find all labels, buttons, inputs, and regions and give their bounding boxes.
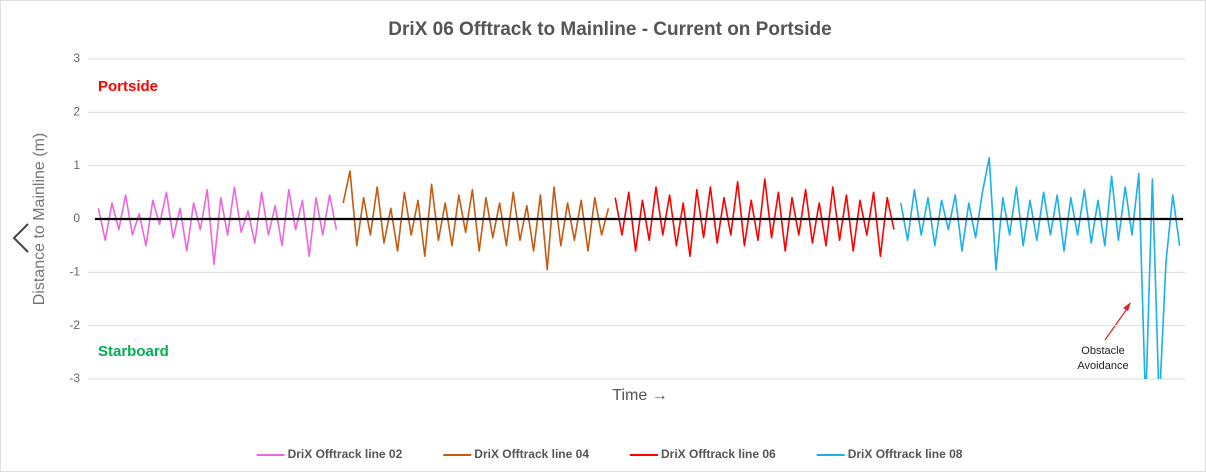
annotation: Obstacle Avoidance — [1077, 345, 1129, 372]
series-line — [342, 170, 610, 271]
y-tick-label: 0 — [73, 211, 80, 225]
annotation-arrow — [1104, 305, 1130, 341]
series-line — [614, 178, 895, 258]
legend-label: DriX Offtrack line 06 — [661, 447, 776, 461]
legend-label: DriX Offtrack line 02 — [288, 447, 403, 461]
plot-area — [97, 156, 1181, 379]
x-axis-label: Time → — [612, 387, 667, 404]
y-tick-label: -3 — [69, 371, 80, 385]
annotation-arrowhead — [1123, 302, 1131, 311]
y-tick-label: -1 — [69, 265, 80, 279]
y-tick-label: 1 — [73, 158, 80, 172]
series-line — [97, 186, 338, 266]
y-axis-label: Distance to Mainline (m) — [31, 133, 48, 306]
annotation: Portside — [98, 78, 158, 95]
y-tick-label: -2 — [69, 318, 80, 332]
legend-label: DriX Offtrack line 04 — [474, 447, 589, 461]
chart-title: DriX 06 Offtrack to Mainline - Current o… — [388, 19, 831, 40]
back-chevron[interactable] — [12, 223, 29, 253]
y-tick-label: 3 — [73, 51, 80, 65]
y-tick-label: 2 — [73, 105, 80, 119]
annotation: Starboard — [98, 343, 169, 360]
legend-label: DriX Offtrack line 08 — [848, 447, 963, 461]
series-line — [900, 156, 1181, 379]
